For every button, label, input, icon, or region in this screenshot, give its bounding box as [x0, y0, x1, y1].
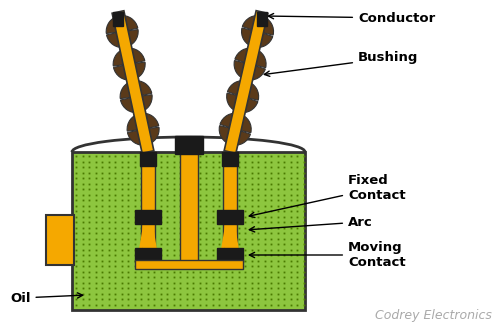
- Wedge shape: [120, 95, 152, 113]
- Wedge shape: [219, 126, 250, 145]
- Polygon shape: [224, 11, 268, 153]
- Wedge shape: [220, 113, 251, 133]
- Bar: [141, 152, 155, 252]
- Text: Fixed
Contact: Fixed Contact: [249, 174, 406, 217]
- Text: Oil: Oil: [10, 291, 83, 304]
- Bar: [72, 152, 305, 310]
- Bar: [180, 147, 198, 268]
- Wedge shape: [128, 127, 159, 145]
- Text: Bushing: Bushing: [264, 52, 418, 76]
- Bar: [135, 210, 161, 224]
- Wedge shape: [234, 61, 266, 80]
- Wedge shape: [113, 48, 145, 66]
- Polygon shape: [112, 11, 154, 153]
- Bar: [113, 12, 123, 26]
- Wedge shape: [242, 28, 273, 48]
- Bar: [135, 260, 243, 269]
- Wedge shape: [120, 81, 152, 99]
- Wedge shape: [228, 81, 258, 100]
- Bar: [46, 215, 74, 265]
- Bar: [217, 210, 243, 224]
- Wedge shape: [226, 93, 258, 113]
- Wedge shape: [127, 113, 159, 131]
- Wedge shape: [106, 30, 138, 48]
- Bar: [175, 136, 203, 154]
- Wedge shape: [242, 16, 274, 35]
- Bar: [135, 248, 161, 262]
- Bar: [217, 248, 243, 262]
- Bar: [223, 152, 237, 252]
- Wedge shape: [235, 48, 266, 68]
- Text: Conductor: Conductor: [268, 11, 435, 24]
- Wedge shape: [114, 62, 145, 80]
- Text: Moving
Contact: Moving Contact: [250, 241, 406, 269]
- Wedge shape: [106, 16, 138, 34]
- Text: Codrey Electronics: Codrey Electronics: [375, 309, 492, 322]
- Text: Arc: Arc: [250, 215, 373, 232]
- Bar: [222, 152, 238, 166]
- Bar: [257, 12, 267, 26]
- Bar: [140, 152, 156, 166]
